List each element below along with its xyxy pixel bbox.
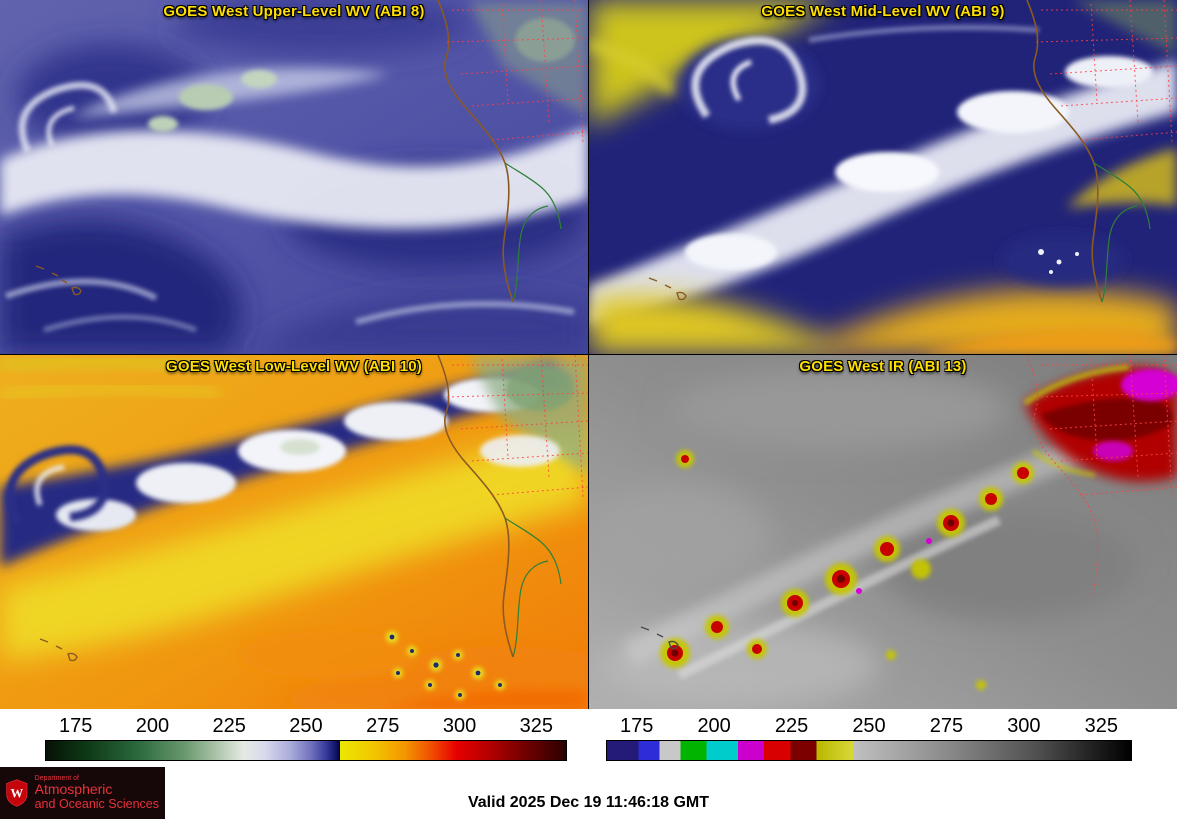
state-boundary-lines (1035, 0, 1177, 143)
hawaii-islands (640, 626, 679, 650)
state-boundary-lines (1026, 355, 1177, 596)
convective-specks (386, 631, 505, 700)
satellite-image-mid-wv (589, 0, 1177, 354)
state-boundary-lines (446, 355, 588, 498)
tick-label: 250 (852, 715, 886, 737)
tick-label: 175 (59, 715, 93, 737)
tick-label: 225 (774, 715, 809, 737)
tick-label: 325 (519, 715, 553, 737)
colorbar-ir-gradient (606, 740, 1132, 761)
tick-label: 200 (697, 715, 731, 737)
satellite-image-low-wv (0, 355, 588, 709)
tick-label: 225 (212, 715, 246, 737)
satellite-image-upper-wv (0, 0, 588, 354)
colorbar-ir: 175 200 225 250 275 300 325 (606, 712, 1132, 765)
tick-label: 275 (366, 715, 400, 737)
panel-low-level-wv: GOES West Low-Level WV (ABI 10) (0, 355, 588, 709)
uw-aos-logo: W Department of Atmospheric and Oceanic … (0, 767, 165, 819)
panel-title-ir: GOES West IR (ABI 13) (799, 358, 967, 375)
california-coastline (437, 0, 562, 303)
hawaii-islands (648, 277, 687, 301)
logo-dept-line: Department of (34, 774, 79, 782)
panel-title-mid-wv: GOES West Mid-Level WV (ABI 9) (761, 3, 1005, 20)
panel-title-upper-wv: GOES West Upper-Level WV (ABI 8) (163, 3, 425, 20)
colorbar-wv-ticks: 175 200 225 250 275 300 325 (45, 712, 567, 738)
tick-label: 275 (929, 715, 964, 737)
uw-crest-icon: W (6, 779, 28, 807)
footer: W Department of Atmospheric and Oceanic … (0, 765, 1177, 819)
tick-label: 200 (135, 715, 170, 737)
quad-panel-grid: GOES West Upper-Level WV (ABI 8) (0, 0, 1177, 709)
panel-title-low-wv: GOES West Low-Level WV (ABI 10) (166, 358, 422, 375)
tick-label: 300 (1007, 715, 1041, 737)
california-coastline (1026, 0, 1151, 303)
satellite-image-ir (589, 355, 1177, 709)
colorbar-row: 175 200 225 250 275 300 325 175 200 225 … (0, 709, 1177, 765)
tick-label: 300 (442, 715, 477, 737)
tick-label: 175 (620, 715, 654, 737)
tick-label: 250 (289, 715, 323, 737)
enhanced-cloud-mass-upper-right (1023, 364, 1177, 482)
svg-text:W: W (10, 786, 23, 800)
state-boundary-lines (446, 0, 588, 143)
panel-ir: GOES West IR (ABI 13) (589, 355, 1177, 709)
panel-mid-level-wv: GOES West Mid-Level WV (ABI 9) (589, 0, 1177, 354)
colorbar-wv: 175 200 225 250 275 300 325 (45, 712, 567, 765)
logo-atmospheric-line: Atmospheric (34, 781, 113, 798)
california-coastline (437, 355, 562, 658)
panel-upper-level-wv: GOES West Upper-Level WV (ABI 8) (0, 0, 588, 354)
hawaii-islands (35, 265, 82, 296)
colorbar-wv-gradient (45, 740, 567, 761)
hawaii-islands (39, 638, 78, 662)
enhanced-cloud-tops-band (660, 450, 1034, 690)
valid-timestamp: Valid 2025 Dec 19 11:46:18 GMT (467, 794, 710, 811)
colorbar-ir-ticks: 175 200 225 250 275 300 325 (606, 712, 1132, 738)
logo-oceanic-line: and Oceanic Sciences (34, 796, 159, 811)
tick-label: 325 (1084, 715, 1118, 737)
logo-text: Department of Atmospheric and Oceanic Sc… (35, 775, 159, 811)
